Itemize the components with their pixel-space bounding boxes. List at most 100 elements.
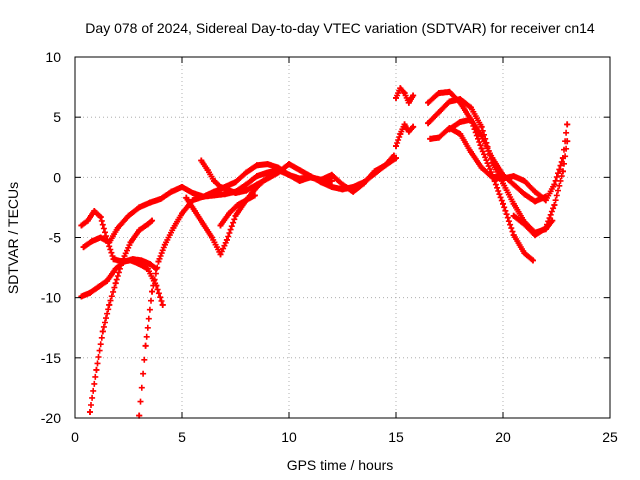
- data-point: [425, 120, 432, 127]
- y-tick-label: 5: [53, 109, 61, 125]
- data-point: [510, 173, 517, 180]
- data-point: [226, 210, 233, 217]
- data-point: [95, 283, 102, 290]
- data-point: [211, 192, 218, 199]
- data-point: [129, 256, 136, 263]
- data-point: [217, 222, 224, 229]
- data-point: [204, 167, 211, 174]
- data-point: [397, 131, 404, 138]
- data-point: [253, 173, 260, 180]
- data-point: [217, 251, 224, 258]
- x-tick-label: 10: [281, 429, 297, 445]
- data-point: [467, 149, 474, 156]
- series-track-3: [78, 256, 160, 300]
- data-point: [467, 104, 474, 111]
- data-point: [435, 90, 442, 97]
- data-point: [189, 189, 196, 196]
- data-point: [296, 167, 303, 174]
- data-point: [127, 239, 134, 246]
- data-point: [138, 257, 145, 264]
- data-point: [275, 167, 282, 174]
- x-tick-label: 5: [178, 429, 186, 445]
- data-point: [89, 238, 96, 245]
- data-point: [97, 234, 104, 241]
- data-point: [149, 288, 156, 295]
- data-point: [161, 241, 168, 248]
- data-point: [457, 131, 464, 138]
- data-point: [106, 301, 113, 308]
- data-point: [446, 124, 453, 131]
- data-point: [200, 221, 207, 228]
- data-point: [243, 181, 250, 188]
- data-point: [189, 197, 196, 204]
- data-point: [159, 301, 166, 308]
- data-point: [170, 224, 177, 231]
- data-point: [286, 171, 292, 178]
- data-point: [110, 256, 117, 263]
- data-point: [91, 208, 98, 215]
- data-point: [427, 135, 434, 142]
- data-point: [251, 192, 258, 199]
- data-point: [457, 96, 464, 103]
- data-point: [112, 280, 119, 287]
- data-point: [410, 123, 417, 130]
- data-point: [405, 128, 412, 135]
- x-tick-label: 15: [388, 429, 404, 445]
- data-point: [401, 90, 408, 97]
- data-point: [243, 169, 250, 176]
- data-point: [382, 162, 389, 169]
- data-point: [234, 202, 241, 209]
- data-point: [393, 155, 399, 162]
- data-point: [328, 177, 335, 184]
- data-point: [307, 173, 314, 180]
- y-tick-label: -20: [41, 410, 61, 426]
- data-point: [93, 366, 100, 373]
- data-point: [232, 212, 239, 219]
- data-point: [489, 174, 496, 181]
- series-track-4: [86, 217, 156, 415]
- data-point: [183, 194, 190, 201]
- data-point: [510, 212, 517, 219]
- x-axis-label: GPS time / hours: [287, 457, 394, 473]
- data-point: [221, 191, 228, 198]
- data-point: [179, 183, 185, 190]
- data-point: [521, 191, 528, 198]
- data-point: [521, 221, 528, 228]
- data-point: [542, 224, 549, 231]
- y-tick-label: -10: [41, 290, 61, 306]
- data-point: [146, 260, 153, 267]
- data-point: [478, 145, 485, 152]
- data-point: [179, 210, 185, 217]
- y-tick-label: -15: [41, 350, 61, 366]
- y-axis-label: SDTVAR / TECUs: [5, 182, 21, 294]
- data-point: [478, 164, 485, 171]
- data-point: [489, 155, 496, 162]
- data-point: [144, 221, 151, 228]
- chart-title: Day 078 of 2024, Sidereal Day-to-day VTE…: [85, 20, 595, 36]
- data-point: [119, 258, 126, 265]
- data-point: [104, 236, 111, 243]
- data-point: [149, 217, 156, 224]
- data-point: [478, 123, 485, 130]
- y-tick-label: -5: [49, 230, 62, 246]
- data-point: [532, 188, 539, 195]
- data-point: [223, 236, 230, 243]
- data-point: [393, 94, 399, 101]
- data-point: [521, 250, 528, 257]
- data-point: [296, 175, 303, 182]
- data-point: [500, 175, 506, 182]
- data-point: [144, 265, 151, 272]
- data-point: [217, 183, 224, 190]
- data-point: [264, 174, 271, 181]
- data-point: [435, 134, 442, 141]
- data-point: [104, 277, 111, 284]
- data-point: [405, 99, 412, 106]
- data-point: [99, 328, 106, 335]
- data-point: [264, 161, 271, 168]
- data-point: [125, 212, 132, 219]
- data-point: [191, 208, 198, 215]
- data-point: [401, 121, 408, 128]
- data-point: [564, 138, 571, 145]
- data-point: [446, 88, 453, 95]
